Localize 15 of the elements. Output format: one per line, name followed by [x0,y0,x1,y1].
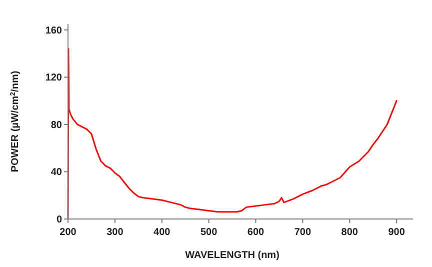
x-tick-label: 700 [294,227,312,238]
x-tick-label: 500 [200,227,218,238]
y-tick-label: 80 [50,120,62,131]
x-tick-label: 300 [106,227,124,238]
x-tick-label: 900 [388,227,406,238]
y-tick-label: 120 [45,72,62,84]
line-series [67,48,398,220]
x-tick-label: 800 [341,227,358,238]
x-axis-title: WAVELENGTH (nm) [185,250,280,261]
x-tick-label: 200 [60,227,77,238]
x-tick-label: 600 [247,227,265,238]
y-tick-label: 160 [45,25,62,36]
y-tick-label: 40 [50,167,62,178]
y-tick-label: 0 [56,214,62,226]
x-tick-label: 400 [154,227,171,238]
